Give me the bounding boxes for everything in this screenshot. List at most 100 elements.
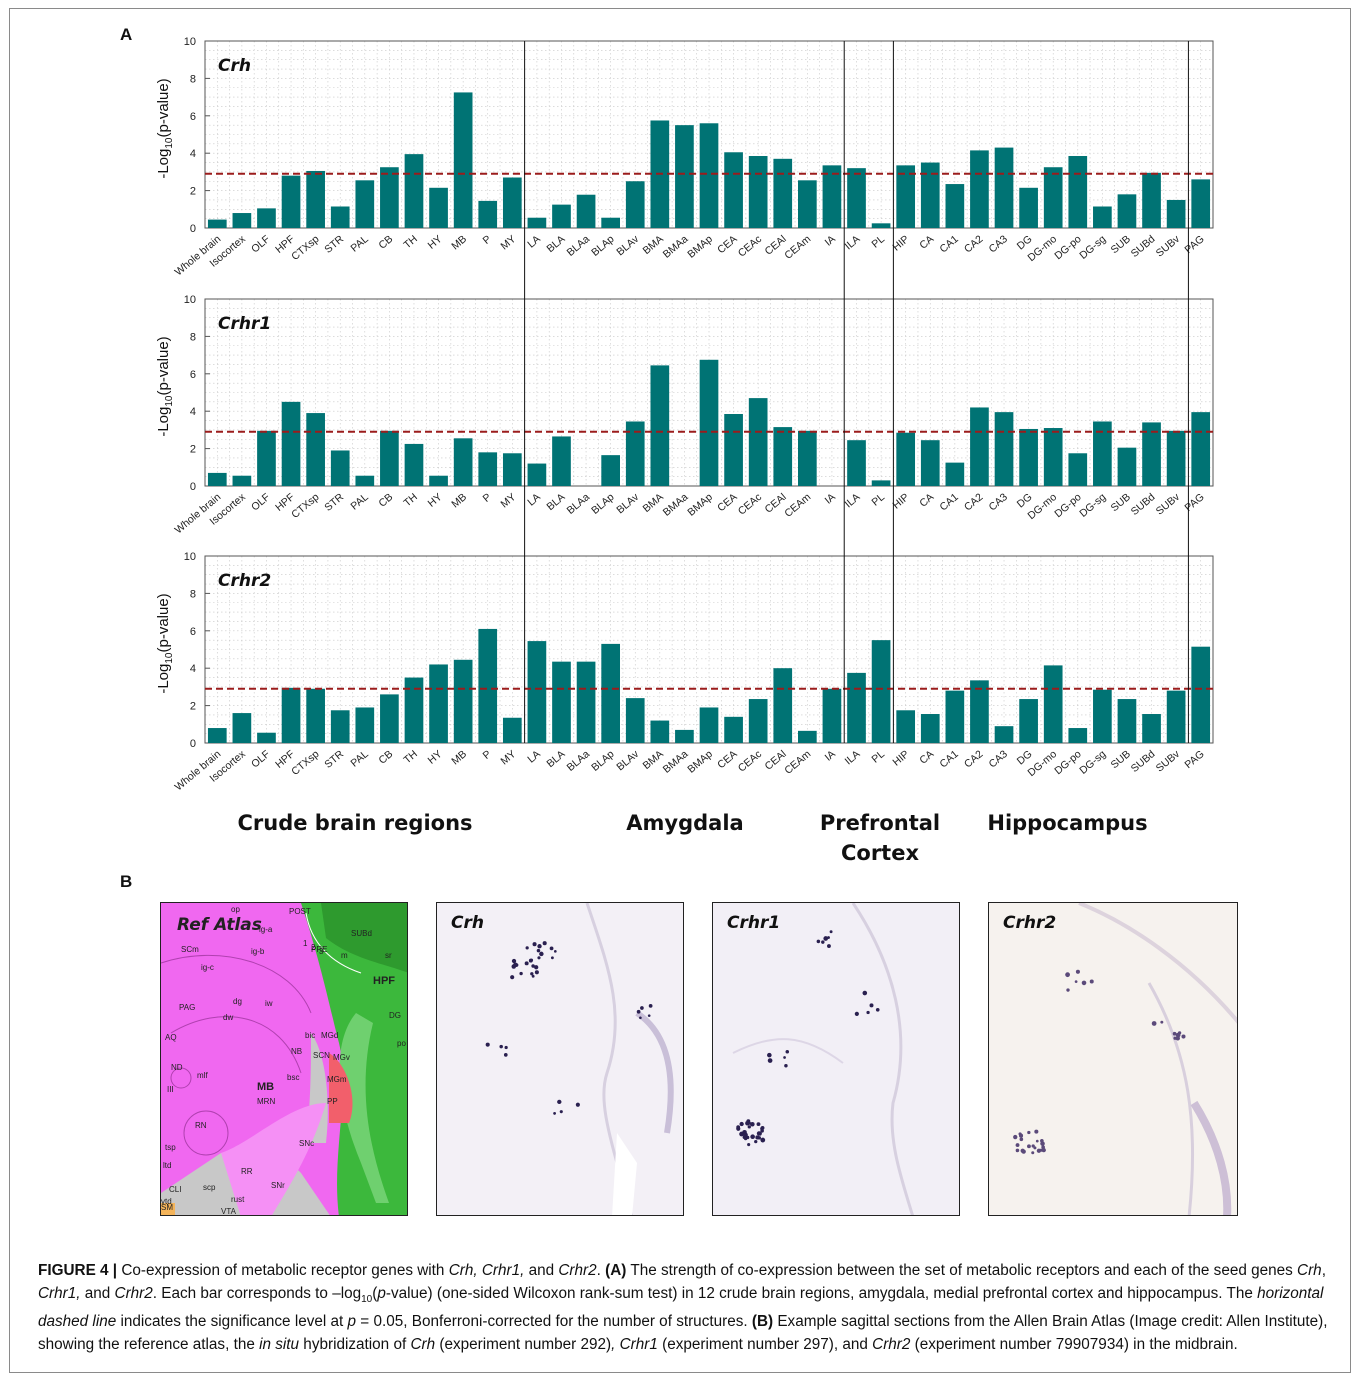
x-tick-label: MY — [498, 748, 518, 767]
bar — [552, 661, 571, 743]
x-tick-label: ILA — [843, 233, 863, 252]
bar — [1093, 421, 1112, 486]
atlas-label: DG — [389, 1011, 401, 1020]
bar — [625, 421, 645, 486]
bar — [1043, 428, 1063, 486]
stain-dot — [1031, 1144, 1035, 1148]
x-tick-label: BLAv — [614, 491, 641, 517]
bar — [1019, 699, 1038, 743]
stain-dot — [750, 1121, 755, 1127]
x-tick-label: SUBv — [1154, 748, 1183, 775]
bar — [404, 677, 424, 743]
x-tick-label: TH — [401, 491, 419, 509]
stain-dot — [1175, 1032, 1181, 1038]
x-tick-label: OLF — [249, 748, 272, 770]
stain-dot — [499, 1044, 503, 1049]
stain-dot — [1019, 1137, 1024, 1142]
caption-text: indicates the significance level at — [116, 1313, 348, 1331]
figure-frame — [9, 8, 1351, 1373]
bar — [429, 187, 448, 228]
stain-dot — [534, 965, 539, 970]
x-tick-label: CA3 — [987, 748, 1010, 770]
bar — [724, 152, 743, 228]
bar — [478, 452, 498, 486]
crh-title: Crh — [451, 913, 484, 933]
bar — [945, 462, 965, 486]
bar — [576, 194, 596, 228]
caption-p: p — [347, 1313, 357, 1331]
stain-dot — [816, 939, 821, 944]
caption-gene: Crh, Crhr1, — [448, 1262, 525, 1279]
x-tick-label: BLAp — [589, 491, 617, 517]
stain-dot — [504, 1045, 508, 1050]
x-tick-label: BLAv — [614, 748, 641, 774]
stain-dot — [743, 1132, 748, 1138]
bar — [994, 147, 1014, 228]
y-tick-label: 2 — [190, 444, 196, 456]
x-tick-label: BLAp — [589, 748, 617, 774]
stain-dot — [767, 1052, 772, 1058]
stain-dot — [757, 1136, 762, 1140]
gene-label: Crhr1 — [218, 314, 271, 334]
x-tick-label: MB — [449, 491, 469, 510]
bar — [822, 688, 842, 743]
bar — [478, 200, 498, 228]
x-tick-label: CA — [917, 748, 936, 767]
bar — [478, 628, 498, 743]
bar — [773, 158, 793, 228]
crh-ish-panel: Crh — [436, 902, 684, 1216]
stain-dot — [747, 1143, 751, 1147]
atlas-label: ig-c — [201, 963, 214, 972]
bar — [699, 359, 719, 486]
stain-dot — [767, 1058, 773, 1063]
atlas-label: scp — [203, 1183, 216, 1192]
caption-hdl: horizontal dashed line — [38, 1284, 1324, 1331]
atlas-label: HPF — [373, 975, 395, 987]
x-tick-label: LA — [525, 233, 543, 250]
stain-dot — [1066, 988, 1070, 992]
x-tick-label: DG-sg — [1077, 748, 1108, 777]
x-tick-label: P — [481, 491, 494, 505]
bar — [207, 219, 227, 228]
caption-text: Co-expression of metabolic receptor gene… — [117, 1262, 449, 1279]
region-label-crude: Crude brain regions — [237, 811, 473, 835]
atlas-label: SM — [161, 1203, 173, 1212]
stain-dot — [534, 970, 539, 975]
caption-gene: Crhr2 — [114, 1284, 153, 1302]
stain-dot — [1036, 1148, 1042, 1153]
bar — [920, 440, 940, 486]
x-tick-label: BLAv — [614, 233, 641, 259]
x-tick-label: HY — [426, 491, 445, 510]
x-tick-label: CA — [917, 233, 936, 252]
x-tick-label: IA — [823, 748, 838, 764]
stain-dot — [743, 1136, 748, 1141]
bar — [650, 365, 670, 486]
y-tick-label: 10 — [184, 551, 196, 563]
x-tick-label: MY — [498, 491, 518, 510]
x-tick-label: BLAa — [565, 233, 593, 259]
caption-text: , — [1321, 1262, 1326, 1279]
x-tick-label: BMAp — [685, 491, 715, 519]
stain-dot — [736, 1125, 741, 1129]
bar — [650, 720, 670, 743]
bar — [945, 184, 965, 228]
bar — [281, 175, 301, 228]
x-tick-label: TH — [401, 233, 419, 251]
bar — [699, 707, 719, 743]
caption-p: p — [377, 1284, 386, 1302]
y-tick-label: 8 — [190, 331, 196, 343]
figure-caption: FIGURE 4 | Co-expression of metabolic re… — [38, 1260, 1328, 1356]
x-tick-label: BMAp — [685, 748, 715, 776]
stain-dot — [1040, 1138, 1044, 1143]
bar — [306, 688, 325, 743]
x-tick-label: CEAm — [782, 233, 813, 262]
stain-dot — [537, 956, 541, 960]
x-tick-label: PAG — [1183, 491, 1207, 514]
bar — [1166, 199, 1186, 228]
bar — [355, 707, 375, 743]
stain-dot — [784, 1064, 788, 1068]
x-tick-label: P — [481, 748, 494, 762]
x-tick-label: CEA — [715, 233, 739, 256]
bar — [1068, 156, 1088, 228]
